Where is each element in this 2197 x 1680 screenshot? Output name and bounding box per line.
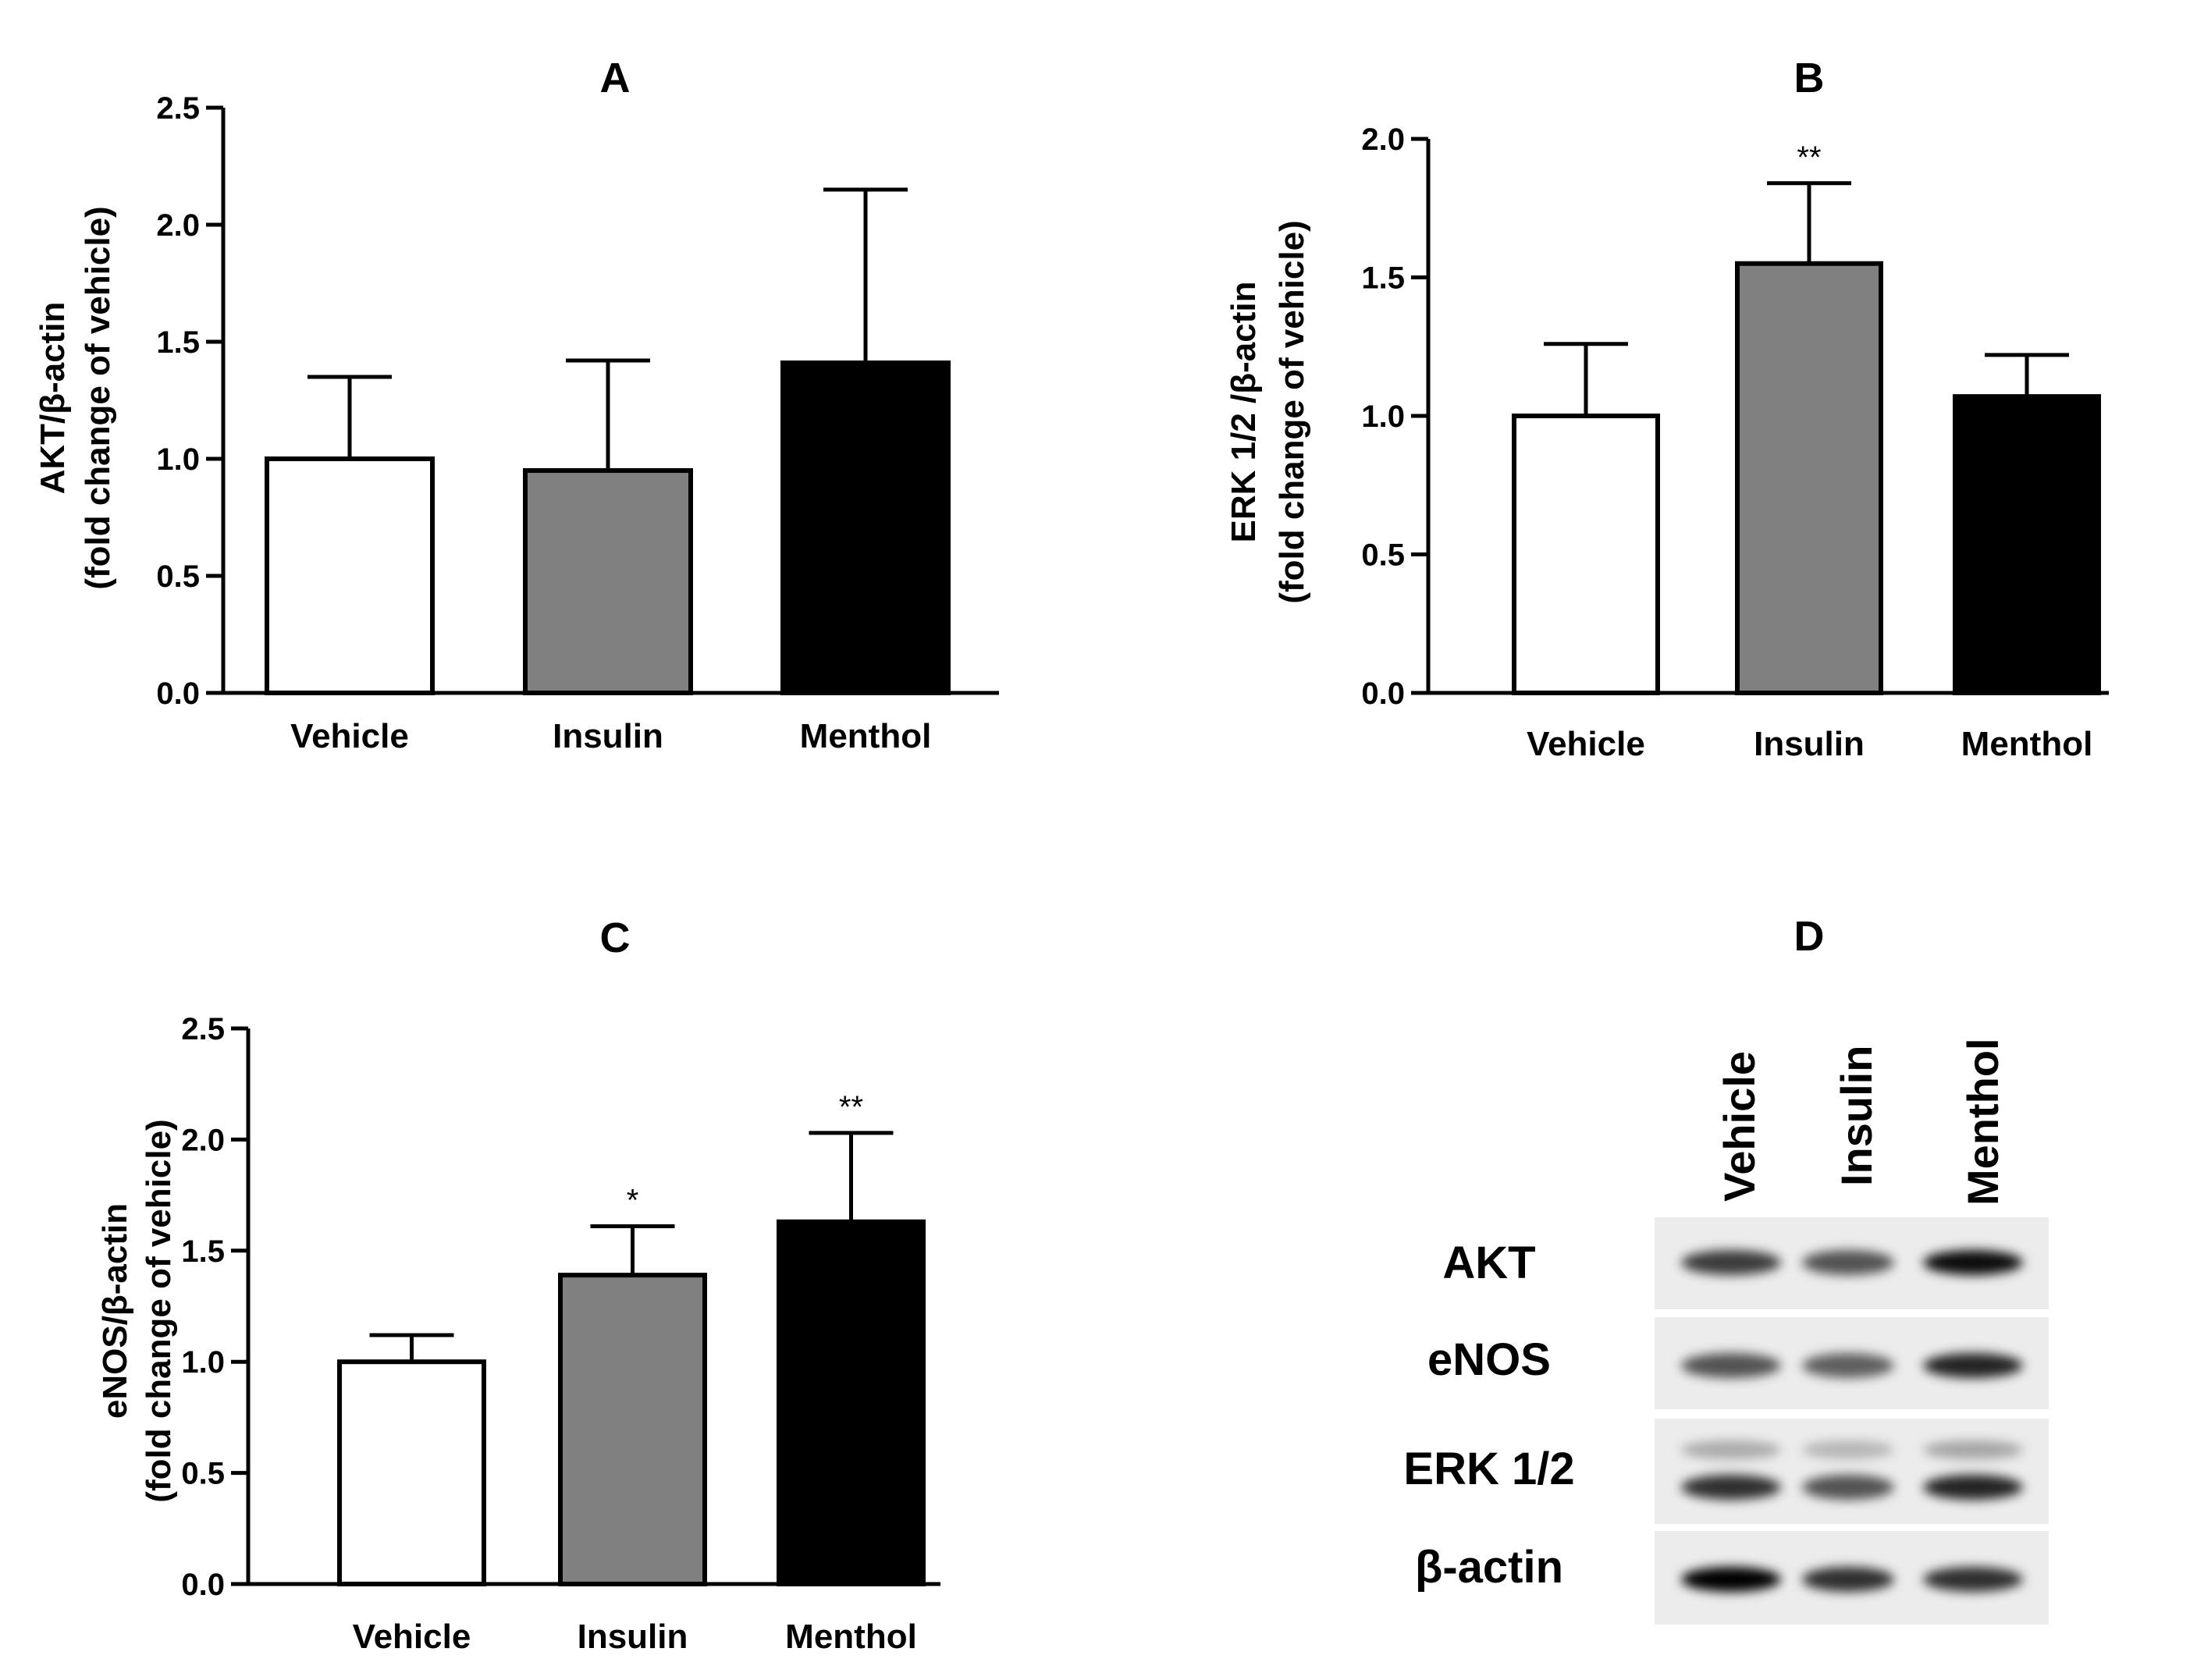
panel-a-bar-chart: A AKT/β-actin (fold change of vehicle) 0.0 0… — [34, 55, 999, 755]
bar-insulin — [523, 468, 693, 695]
blot-band — [1802, 1250, 1894, 1275]
y-tick-label: 2.0 — [156, 208, 200, 243]
blot-band — [1802, 1475, 1894, 1500]
blot-row-label: β-actin — [1415, 1542, 1563, 1593]
blot-lane-label: Vehicle — [1715, 1051, 1764, 1202]
blot-band — [1923, 1250, 2023, 1275]
y-tick-label: 0.0 — [156, 677, 200, 711]
bar-vehicle — [265, 456, 435, 695]
bar-menthol — [780, 361, 951, 695]
significance-marker: ** — [1797, 140, 1821, 175]
x-tick-label: Insulin — [553, 717, 663, 755]
chart-title: A — [600, 55, 631, 101]
panel-b-bar-chart: B ERK 1/2 /β-actin (fold change of vehicle… — [1225, 55, 2109, 763]
blot-band — [1681, 1475, 1781, 1500]
blot-band — [1923, 1353, 2023, 1378]
blot-lane-label: Insulin — [1832, 1046, 1881, 1186]
y-tick-label: 1.5 — [181, 1234, 225, 1269]
blot-band — [1923, 1475, 2023, 1500]
chart-title: C — [600, 915, 631, 961]
blot-band — [1681, 1567, 1781, 1592]
blot-band — [1802, 1440, 1894, 1459]
blot-row-label: eNOS — [1427, 1334, 1551, 1385]
blot-band — [1802, 1353, 1894, 1378]
blot-band — [1681, 1353, 1781, 1378]
blot-band — [1802, 1567, 1894, 1592]
panel-title: D — [1794, 913, 1825, 960]
y-axis-label: (fold change of vehicle) — [1273, 220, 1311, 603]
y-tick-label: 2.0 — [181, 1123, 225, 1157]
blot-band — [1681, 1250, 1781, 1275]
y-axis-label: AKT/β-actin — [34, 302, 72, 495]
bar-vehicle — [337, 1359, 486, 1586]
panel-d-western-blot: D Vehicle Insulin Menthol AKT eNOS ERK 1… — [1403, 913, 2049, 1625]
blot-band — [1923, 1567, 2023, 1592]
bar-menthol — [1953, 394, 2101, 695]
x-tick-label: Menthol — [800, 717, 932, 755]
y-tick-label: 2.0 — [1361, 123, 1405, 157]
significance-marker: * — [627, 1183, 639, 1217]
bar-insulin — [558, 1273, 707, 1587]
x-tick-label: Insulin — [578, 1618, 688, 1656]
y-tick-label: 2.5 — [181, 1012, 225, 1046]
y-tick-label: 0.5 — [156, 559, 200, 594]
y-tick-label: 1.0 — [1361, 400, 1405, 434]
y-axis-label: eNOS/β-actin — [96, 1203, 134, 1419]
x-tick-label: Vehicle — [1527, 725, 1645, 763]
blot-row-label: AKT — [1442, 1238, 1535, 1288]
y-tick-label: 0.5 — [181, 1457, 225, 1491]
y-axis-label: ERK 1/2 /β-actin — [1225, 282, 1263, 543]
blot-strip — [1655, 1419, 2049, 1524]
y-tick-label: 1.0 — [181, 1345, 225, 1380]
significance-marker: ** — [839, 1090, 863, 1124]
bar-menthol — [777, 1219, 926, 1586]
blot-band — [1923, 1440, 2023, 1459]
x-tick-label: Menthol — [1961, 725, 2093, 763]
blot-band — [1681, 1440, 1781, 1459]
blot-lane-label: Menthol — [1958, 1038, 2007, 1206]
y-tick-label: 1.5 — [1361, 261, 1405, 296]
x-tick-label: Insulin — [1754, 725, 1865, 763]
y-tick-label: 2.5 — [156, 91, 200, 126]
y-tick-label: 1.0 — [156, 442, 200, 477]
y-axis-label: (fold change of vehicle) — [140, 1119, 178, 1502]
blot-row-label: ERK 1/2 — [1403, 1444, 1574, 1494]
blot-strips — [1655, 1217, 2049, 1625]
y-tick-label: 1.5 — [156, 325, 200, 360]
y-tick-label: 0.5 — [1361, 538, 1405, 573]
y-tick-label: 0.0 — [181, 1568, 225, 1602]
bar-insulin — [1735, 261, 1883, 695]
x-tick-label: Menthol — [785, 1618, 917, 1656]
x-tick-label: Vehicle — [290, 717, 409, 755]
y-axis-label: (fold change of vehicle) — [79, 206, 117, 589]
chart-title: B — [1794, 55, 1825, 101]
y-tick-label: 0.0 — [1361, 677, 1405, 711]
bar-vehicle — [1512, 414, 1660, 695]
x-tick-label: Vehicle — [353, 1618, 471, 1656]
